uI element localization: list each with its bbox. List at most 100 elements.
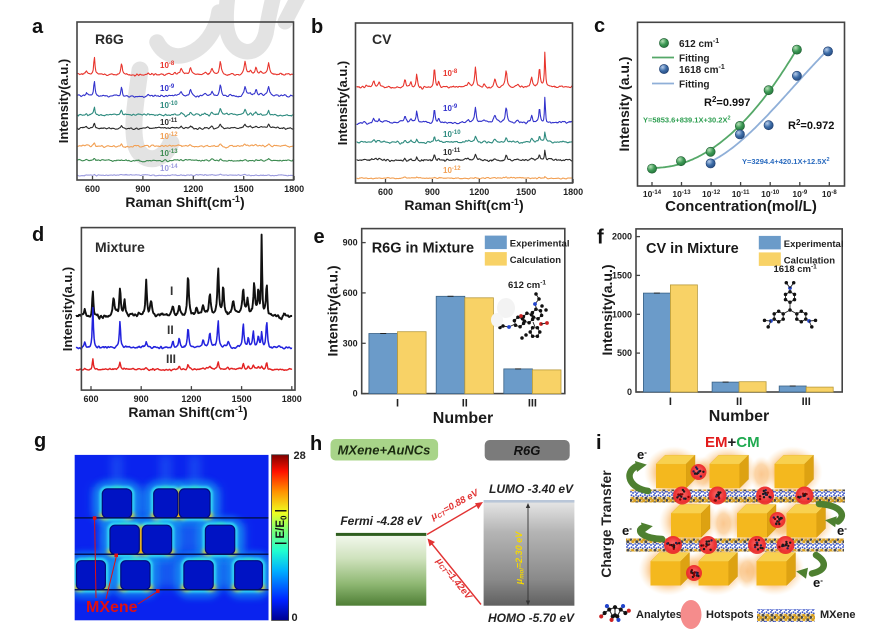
svg-text:R2=0.997: R2=0.997 <box>704 95 750 109</box>
svg-text:1800: 1800 <box>284 184 304 194</box>
svg-text:R6G: R6G <box>514 443 541 458</box>
svg-text:μCT=1.42eV: μCT=1.42eV <box>433 555 474 602</box>
svg-text:Intensity(a.u.): Intensity(a.u.) <box>599 264 615 355</box>
svg-text:| E/E0 |: | E/E0 | <box>275 509 289 545</box>
svg-text:HOMO -5.70 eV: HOMO -5.70 eV <box>488 611 575 625</box>
svg-text:e-: e- <box>622 523 632 538</box>
svg-text:Raman Shift(cm-1): Raman Shift(cm-1) <box>404 197 523 213</box>
svg-text:10-12: 10-12 <box>160 132 178 141</box>
svg-text:μmol=2.30 eV: μmol=2.30 eV <box>514 531 526 585</box>
svg-text:10-8: 10-8 <box>822 189 837 199</box>
svg-text:10-10: 10-10 <box>443 130 461 139</box>
svg-text:III: III <box>528 398 537 410</box>
svg-text:Intensity (a.u.): Intensity (a.u.) <box>616 57 632 152</box>
svg-text:10-12: 10-12 <box>443 166 461 175</box>
svg-text:10-10: 10-10 <box>761 189 780 199</box>
svg-text:e-: e- <box>837 523 847 538</box>
svg-text:Number: Number <box>709 408 769 425</box>
svg-text:e-: e- <box>637 447 647 462</box>
svg-text:0: 0 <box>627 387 632 397</box>
svg-text:28: 28 <box>294 450 306 462</box>
svg-text:1000: 1000 <box>612 309 632 319</box>
svg-text:500: 500 <box>617 348 632 358</box>
svg-text:R6G in Mixture: R6G in Mixture <box>372 241 474 257</box>
svg-text:Analytes: Analytes <box>636 609 682 621</box>
svg-text:10-9: 10-9 <box>792 189 807 199</box>
svg-text:1618 cm-1: 1618 cm-1 <box>679 64 725 76</box>
svg-text:1200: 1200 <box>181 394 201 404</box>
svg-text:CV: CV <box>372 31 392 47</box>
svg-text:10-9: 10-9 <box>160 84 175 93</box>
svg-text:10-11: 10-11 <box>160 118 178 127</box>
svg-text:10-8: 10-8 <box>443 69 458 78</box>
svg-text:10-14: 10-14 <box>160 164 178 173</box>
svg-text:612 cm-1: 612 cm-1 <box>679 38 719 50</box>
svg-text:MXene+AuNCs: MXene+AuNCs <box>338 443 431 458</box>
svg-text:I: I <box>669 396 672 408</box>
svg-text:MXene: MXene <box>820 609 855 621</box>
svg-text:II: II <box>462 398 468 410</box>
svg-text:Concentration(mol/L): Concentration(mol/L) <box>665 198 817 215</box>
svg-text:c: c <box>594 15 605 37</box>
svg-text:Experimental: Experimental <box>510 239 570 250</box>
svg-text:1500: 1500 <box>234 184 254 194</box>
svg-text:900: 900 <box>135 184 150 194</box>
svg-text:II: II <box>167 323 174 337</box>
svg-text:Calculation: Calculation <box>510 255 561 266</box>
svg-text:h: h <box>310 433 322 455</box>
svg-text:10-13: 10-13 <box>160 149 178 158</box>
svg-text:10-11: 10-11 <box>443 148 461 157</box>
svg-text:1800: 1800 <box>282 394 302 404</box>
svg-text:e-: e- <box>813 575 823 590</box>
svg-text:Fermi -4.28 eV: Fermi -4.28 eV <box>340 514 422 528</box>
svg-text:Experimental: Experimental <box>784 239 844 250</box>
svg-text:10-10: 10-10 <box>160 101 178 110</box>
svg-text:10-9: 10-9 <box>443 104 458 113</box>
svg-text:g: g <box>34 430 46 452</box>
svg-text:10-8: 10-8 <box>160 61 175 70</box>
svg-text:Y=5853.6+839.1X+30.2X2: Y=5853.6+839.1X+30.2X2 <box>643 116 731 125</box>
svg-text:CV in Mixture: CV in Mixture <box>646 241 739 257</box>
svg-text:600: 600 <box>85 184 100 194</box>
svg-text:Raman Shift(cm-1): Raman Shift(cm-1) <box>128 404 247 420</box>
svg-text:b: b <box>311 16 323 38</box>
svg-text:0: 0 <box>353 389 358 399</box>
svg-text:600: 600 <box>83 394 98 404</box>
svg-text:Hotspots: Hotspots <box>706 609 754 621</box>
svg-text:MXene: MXene <box>86 599 138 616</box>
svg-text:612 cm-1: 612 cm-1 <box>508 280 546 292</box>
svg-text:10-14: 10-14 <box>643 189 662 199</box>
svg-text:900: 900 <box>343 238 358 248</box>
svg-text:III: III <box>166 352 176 366</box>
svg-text:10-13: 10-13 <box>672 189 691 199</box>
svg-text:900: 900 <box>425 187 440 197</box>
svg-text:d: d <box>32 224 44 246</box>
svg-text:Charge Transfer: Charge Transfer <box>598 470 614 578</box>
svg-text:R2=0.972: R2=0.972 <box>788 118 834 132</box>
svg-text:1500: 1500 <box>612 270 632 280</box>
svg-text:1200: 1200 <box>183 184 203 194</box>
svg-text:1200: 1200 <box>469 187 489 197</box>
svg-text:600: 600 <box>378 187 393 197</box>
svg-text:III: III <box>802 396 811 408</box>
svg-text:II: II <box>736 396 742 408</box>
svg-text:Intensity(a.u.): Intensity(a.u.) <box>60 267 75 352</box>
svg-text:Intensity(a.u.): Intensity(a.u.) <box>56 59 71 144</box>
svg-text:Mixture: Mixture <box>95 239 145 255</box>
svg-text:0: 0 <box>292 612 298 624</box>
svg-text:Fitting: Fitting <box>679 80 710 91</box>
svg-text:Y=3294.4+420.1X+12.5X2: Y=3294.4+420.1X+12.5X2 <box>742 157 830 166</box>
svg-text:LUMO -3.40 eV: LUMO -3.40 eV <box>489 482 574 496</box>
svg-text:1800: 1800 <box>563 187 583 197</box>
svg-text:2000: 2000 <box>612 232 632 242</box>
svg-text:a: a <box>32 16 44 38</box>
svg-text:1500: 1500 <box>232 394 252 404</box>
svg-text:300: 300 <box>343 338 358 348</box>
svg-text:Intensity(a.u.): Intensity(a.u.) <box>325 265 341 356</box>
svg-text:Raman Shift(cm-1): Raman Shift(cm-1) <box>125 194 244 210</box>
svg-text:e: e <box>314 226 325 248</box>
svg-text:10-12: 10-12 <box>702 189 721 199</box>
svg-text:600: 600 <box>343 288 358 298</box>
svg-text:1618 cm-1: 1618 cm-1 <box>774 264 818 276</box>
svg-text:10-11: 10-11 <box>732 189 750 199</box>
